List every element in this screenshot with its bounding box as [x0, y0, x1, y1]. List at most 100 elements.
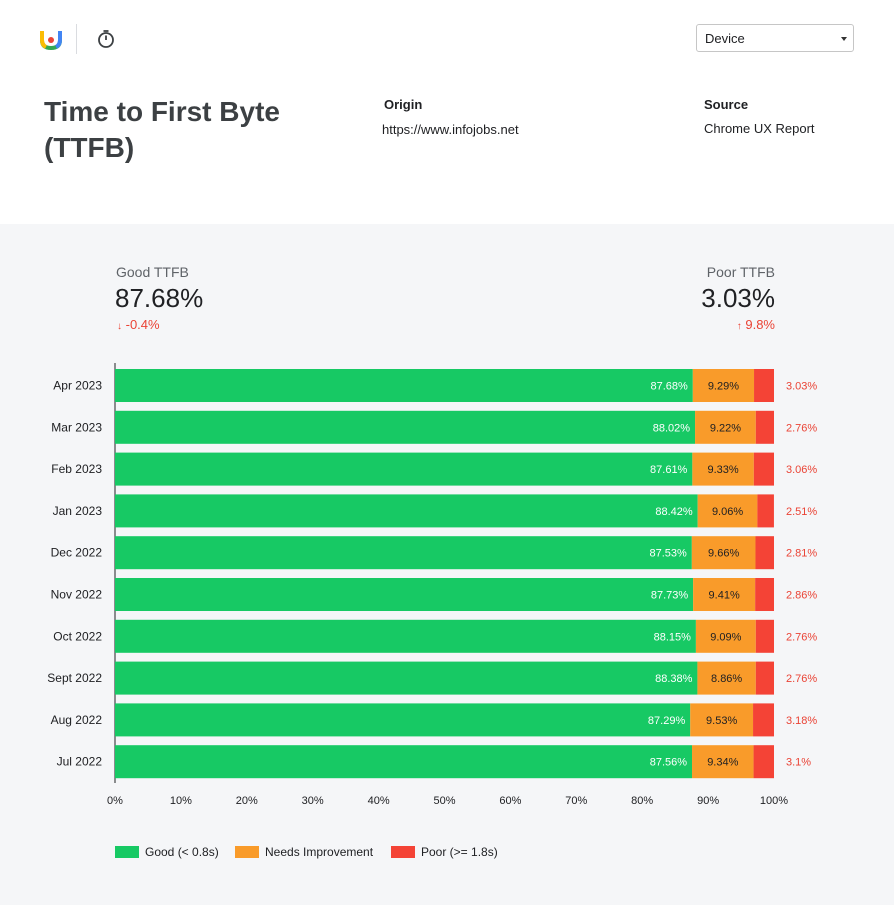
legend-swatch-needs-improvement: [235, 846, 259, 858]
data-label-good: 87.53%: [650, 548, 688, 560]
good-ttfb-change: ↓ -0.4%: [117, 317, 160, 332]
legend-swatch-poor: [391, 846, 415, 858]
legend-item-needs-improvement: Needs Improvement: [235, 845, 373, 859]
bar-good: [115, 369, 693, 402]
device-select[interactable]: Device: [696, 24, 854, 52]
y-tick-label: Apr 2023: [53, 379, 102, 393]
data-label-good: 88.38%: [655, 673, 693, 685]
data-label-poor: 2.76%: [786, 631, 817, 643]
data-label-good: 88.15%: [654, 631, 692, 643]
page-title: Time to First Byte (TTFB): [44, 96, 280, 163]
legend-label-good: Good (< 0.8s): [145, 845, 219, 859]
bar-needs-improvement: [695, 619, 756, 653]
x-tick-label: 0%: [107, 795, 123, 807]
data-label-poor: 2.86%: [786, 590, 817, 602]
poor-ttfb-label: Poor TTFB: [706, 264, 775, 280]
legend-swatch-good: [115, 846, 139, 858]
good-ttfb-label: Good TTFB: [116, 264, 189, 280]
data-label-needs-improvement: 9.34%: [707, 757, 738, 769]
data-label-good: 87.73%: [651, 590, 689, 602]
data-label-poor: 2.76%: [786, 422, 817, 434]
bar-poor: [755, 619, 774, 653]
data-label-needs-improvement: 9.09%: [710, 631, 741, 643]
x-tick-label: 40%: [368, 795, 390, 807]
bar-poor: [755, 578, 774, 611]
x-tick-label: 60%: [499, 795, 521, 807]
bar-good: [115, 536, 692, 570]
x-tick-label: 100%: [760, 795, 788, 807]
bar-needs-improvement: [691, 536, 756, 570]
data-label-needs-improvement: 8.86%: [711, 673, 742, 685]
poor-ttfb-value: 3.03%: [701, 283, 775, 313]
good-ttfb-value: 87.68%: [115, 283, 204, 313]
bar-poor: [755, 536, 774, 570]
header: Device Time to First Byte (TTFB) Origin …: [0, 0, 894, 224]
data-label-needs-improvement: 9.66%: [708, 548, 739, 560]
bar-poor: [755, 661, 774, 695]
data-label-poor: 2.81%: [786, 548, 817, 560]
origin-value: https://www.infojobs.net: [382, 122, 519, 137]
data-label-needs-improvement: 9.29%: [708, 381, 739, 393]
bar-poor: [755, 410, 774, 444]
x-tick-label: 10%: [170, 795, 192, 807]
legend-item-poor: Poor (>= 1.8s): [391, 845, 498, 859]
x-tick-label: 80%: [631, 795, 653, 807]
bar-poor: [753, 703, 774, 737]
legend-item-good: Good (< 0.8s): [115, 845, 219, 859]
data-label-poor: 3.1%: [786, 757, 811, 769]
bar-good: [115, 619, 696, 653]
y-tick-label: Jan 2023: [53, 504, 103, 518]
bar-good: [115, 452, 693, 486]
bar-good: [115, 745, 693, 779]
data-label-poor: 3.06%: [786, 464, 817, 476]
bar-needs-improvement: [693, 578, 756, 611]
bar-needs-improvement: [697, 494, 758, 528]
ttfb-stacked-bar-chart: Apr 2023 87.68% 9.29% 3.03% Mar 2023 88.02% 9.…: [47, 363, 817, 807]
bar-needs-improvement: [697, 661, 756, 695]
x-tick-label: 70%: [565, 795, 587, 807]
data-label-needs-improvement: 9.33%: [707, 464, 738, 476]
bar-good: [115, 494, 698, 528]
y-tick-label: Aug 2022: [51, 713, 103, 727]
data-label-needs-improvement: 9.22%: [710, 422, 741, 434]
data-label-poor: 3.18%: [786, 715, 817, 727]
y-tick-label: Dec 2022: [51, 546, 103, 560]
data-label-good: 87.61%: [650, 464, 688, 476]
bar-good: [115, 661, 698, 695]
data-label-good: 88.02%: [653, 422, 691, 434]
source-value: Chrome UX Report: [704, 121, 815, 136]
data-label-needs-improvement: 9.06%: [712, 506, 743, 518]
bar-good: [115, 703, 691, 737]
data-label-good: 87.56%: [650, 757, 688, 769]
bar-needs-improvement: [692, 452, 754, 486]
data-label-needs-improvement: 9.53%: [706, 715, 737, 727]
y-tick-label: Feb 2023: [51, 462, 102, 476]
x-tick-label: 90%: [697, 795, 719, 807]
legend-label-poor: Poor (>= 1.8s): [421, 845, 498, 859]
stopwatch-icon[interactable]: [96, 29, 116, 49]
arrow-down-icon: ↓: [117, 321, 122, 332]
app-logo-icon: [40, 31, 62, 50]
bar-poor: [753, 745, 774, 779]
bar-needs-improvement: [690, 703, 754, 737]
poor-ttfb-change: ↑ 9.8%: [737, 317, 775, 332]
poor-ttfb-change-value: 9.8%: [745, 317, 775, 332]
data-label-poor: 2.51%: [786, 506, 817, 518]
y-tick-label: Oct 2022: [53, 629, 102, 643]
data-label-good: 87.68%: [650, 381, 688, 393]
x-tick-label: 20%: [236, 795, 258, 807]
bar-needs-improvement: [695, 410, 756, 444]
bar-good: [115, 410, 696, 444]
data-label-poor: 2.76%: [786, 673, 817, 685]
data-label-needs-improvement: 9.41%: [709, 590, 740, 602]
y-tick-label: Nov 2022: [51, 588, 103, 602]
device-select-value: Device: [705, 31, 745, 46]
bar-needs-improvement: [692, 745, 754, 779]
arrow-up-icon: ↑: [736, 321, 742, 332]
bar-poor: [754, 369, 774, 402]
bar-poor: [753, 452, 774, 486]
good-ttfb-change-value: -0.4%: [125, 317, 160, 332]
bar-needs-improvement: [692, 369, 755, 402]
y-tick-label: Sept 2022: [47, 671, 102, 685]
bar-good: [115, 578, 694, 611]
